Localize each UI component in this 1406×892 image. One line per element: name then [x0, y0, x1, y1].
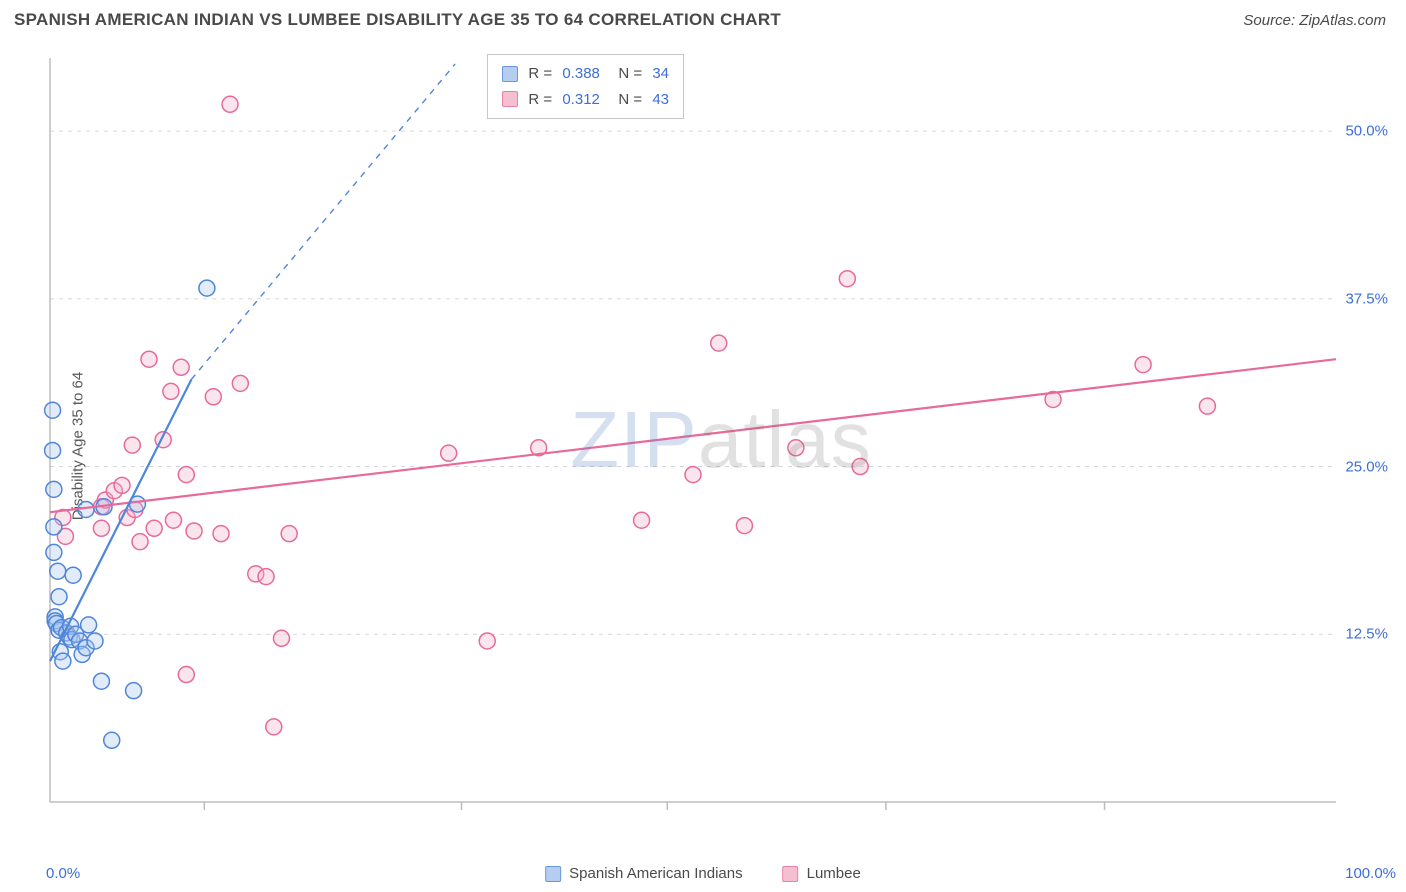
y-axis-tick-label: 25.0%: [1345, 458, 1388, 475]
legend-item-lumbee: Lumbee: [783, 865, 861, 882]
y-axis-tick-label: 37.5%: [1345, 290, 1388, 307]
chart-area: ZIPatlas R = 0.388 N = 34 R = 0.312 N = …: [44, 52, 1398, 844]
correlation-legend: R = 0.388 N = 34 R = 0.312 N = 43: [487, 54, 684, 119]
y-axis-tick-label: 12.5%: [1345, 626, 1388, 643]
square-icon: [545, 866, 561, 882]
chart-header: SPANISH AMERICAN INDIAN VS LUMBEE DISABI…: [0, 0, 1406, 40]
series-legend: Spanish American Indians Lumbee: [545, 865, 861, 882]
legend-item-spanish: Spanish American Indians: [545, 865, 742, 882]
square-icon: [502, 66, 518, 82]
x-axis-max-label: 100.0%: [1345, 865, 1396, 882]
legend-row: R = 0.312 N = 43: [502, 87, 669, 113]
y-axis-tick-label: 50.0%: [1345, 123, 1388, 140]
scatter-plot: [44, 52, 1398, 844]
legend-label: Spanish American Indians: [569, 865, 742, 882]
legend-row: R = 0.388 N = 34: [502, 61, 669, 87]
chart-title: SPANISH AMERICAN INDIAN VS LUMBEE DISABI…: [14, 10, 781, 30]
x-axis-min-label: 0.0%: [46, 865, 80, 882]
square-icon: [502, 91, 518, 107]
source-attribution: Source: ZipAtlas.com: [1243, 12, 1386, 29]
square-icon: [783, 866, 799, 882]
legend-label: Lumbee: [807, 865, 861, 882]
